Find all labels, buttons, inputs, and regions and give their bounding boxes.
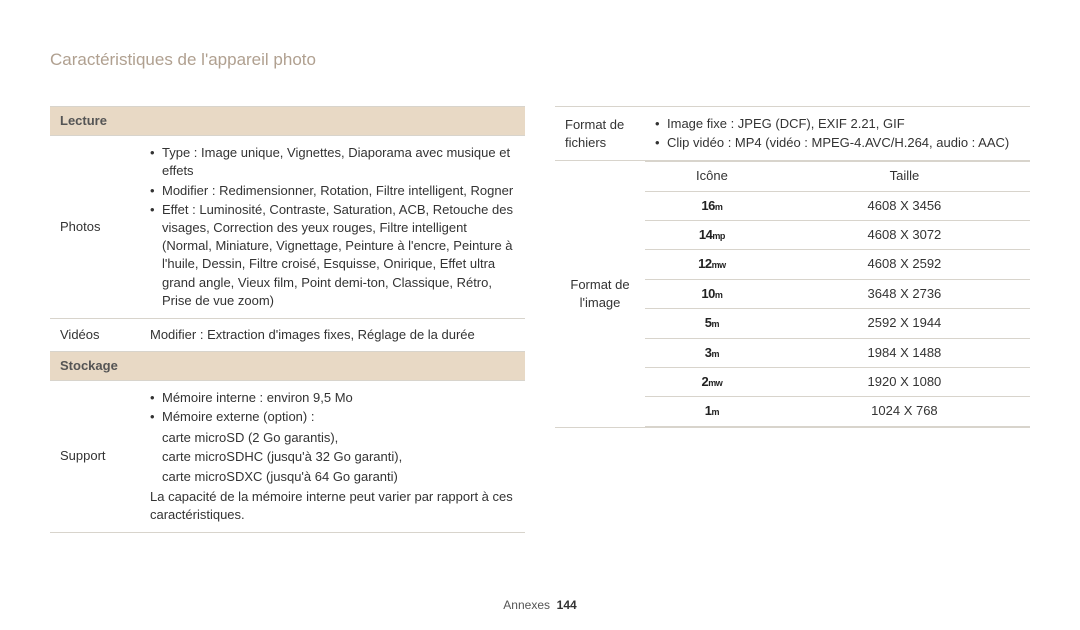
img-size: 3648 X 2736: [779, 279, 1030, 308]
support-sub-3: carte microSDXC (jusqu'à 64 Go garanti): [162, 467, 517, 487]
format-fichiers-content: Image fixe : JPEG (DCF), EXIF 2.21, GIF …: [645, 107, 1030, 161]
img-size: 2592 X 1944: [779, 309, 1030, 338]
format-fichiers-label: Format de fichiers: [555, 107, 645, 161]
row-support: Support Mémoire interne : environ 9,5 Mo…: [50, 381, 525, 532]
img-icon: 10M: [645, 279, 779, 308]
photos-bullet-2: Modifier : Redimensionner, Rotation, Fil…: [150, 182, 517, 200]
img-size: 1920 X 1080: [779, 367, 1030, 396]
footer-label: Annexes: [503, 598, 550, 612]
img-icon: 14MP: [645, 220, 779, 249]
columns: Lecture Photos Type : Image unique, Vign…: [50, 106, 1030, 533]
img-icon: 16M: [645, 191, 779, 220]
right-column: Format de fichiers Image fixe : JPEG (DC…: [555, 106, 1030, 533]
page-number: 144: [557, 598, 577, 612]
img-icon: 1M: [645, 397, 779, 426]
footer: Annexes 144: [0, 598, 1080, 612]
support-note: La capacité de la mémoire interne peut v…: [150, 488, 517, 524]
img-size: 4608 X 2592: [779, 250, 1030, 279]
photos-bullet-1: Type : Image unique, Vignettes, Diaporam…: [150, 144, 517, 180]
ff-bullet-2: Clip vidéo : MP4 (vidéo : MPEG-4.AVC/H.2…: [655, 134, 1022, 152]
support-sub-1: carte microSD (2 Go garantis),: [162, 428, 517, 448]
left-column: Lecture Photos Type : Image unique, Vign…: [50, 106, 525, 533]
row-format-fichiers: Format de fichiers Image fixe : JPEG (DC…: [555, 107, 1030, 161]
img-icon: 2MW: [645, 367, 779, 396]
left-spec-table: Lecture Photos Type : Image unique, Vign…: [50, 106, 525, 533]
right-spec-table: Format de fichiers Image fixe : JPEG (DC…: [555, 106, 1030, 428]
img-icon: 5M: [645, 309, 779, 338]
section-stockage-label: Stockage: [50, 352, 525, 381]
image-size-table: Format de l'image Icône Taille 16M4608 X…: [555, 161, 1030, 426]
photos-bullet-3: Effet : Luminosité, Contraste, Saturatio…: [150, 201, 517, 310]
ff-bullet-1: Image fixe : JPEG (DCF), EXIF 2.21, GIF: [655, 115, 1022, 133]
support-label: Support: [50, 381, 140, 532]
support-content: Mémoire interne : environ 9,5 Mo Mémoire…: [140, 381, 525, 532]
img-size: 1984 X 1488: [779, 338, 1030, 367]
support-sub-2: carte microSDHC (jusqu'à 32 Go garanti),: [162, 447, 517, 467]
row-format-image: Format de l'image Icône Taille 16M4608 X…: [555, 161, 1030, 427]
img-icon: 3M: [645, 338, 779, 367]
row-photos: Photos Type : Image unique, Vignettes, D…: [50, 136, 525, 319]
img-size: 4608 X 3072: [779, 220, 1030, 249]
row-videos: Vidéos Modifier : Extraction d'images fi…: [50, 318, 525, 351]
section-stockage: Stockage: [50, 352, 525, 381]
inner-head-row: Format de l'image Icône Taille: [555, 162, 1030, 191]
photos-content: Type : Image unique, Vignettes, Diaporam…: [140, 136, 525, 319]
page-title: Caractéristiques de l'appareil photo: [50, 50, 1030, 70]
photos-label: Photos: [50, 136, 140, 319]
format-image-label: Format de l'image: [555, 162, 645, 426]
head-taille: Taille: [779, 162, 1030, 191]
section-lecture: Lecture: [50, 107, 525, 136]
img-icon: 12MW: [645, 250, 779, 279]
section-lecture-label: Lecture: [50, 107, 525, 136]
img-size: 1024 X 768: [779, 397, 1030, 426]
head-icone: Icône: [645, 162, 779, 191]
img-size: 4608 X 3456: [779, 191, 1030, 220]
videos-content: Modifier : Extraction d'images fixes, Ré…: [140, 318, 525, 351]
support-bullet-1: Mémoire interne : environ 9,5 Mo: [150, 389, 517, 407]
videos-label: Vidéos: [50, 318, 140, 351]
support-bullet-2: Mémoire externe (option) :: [150, 408, 517, 426]
